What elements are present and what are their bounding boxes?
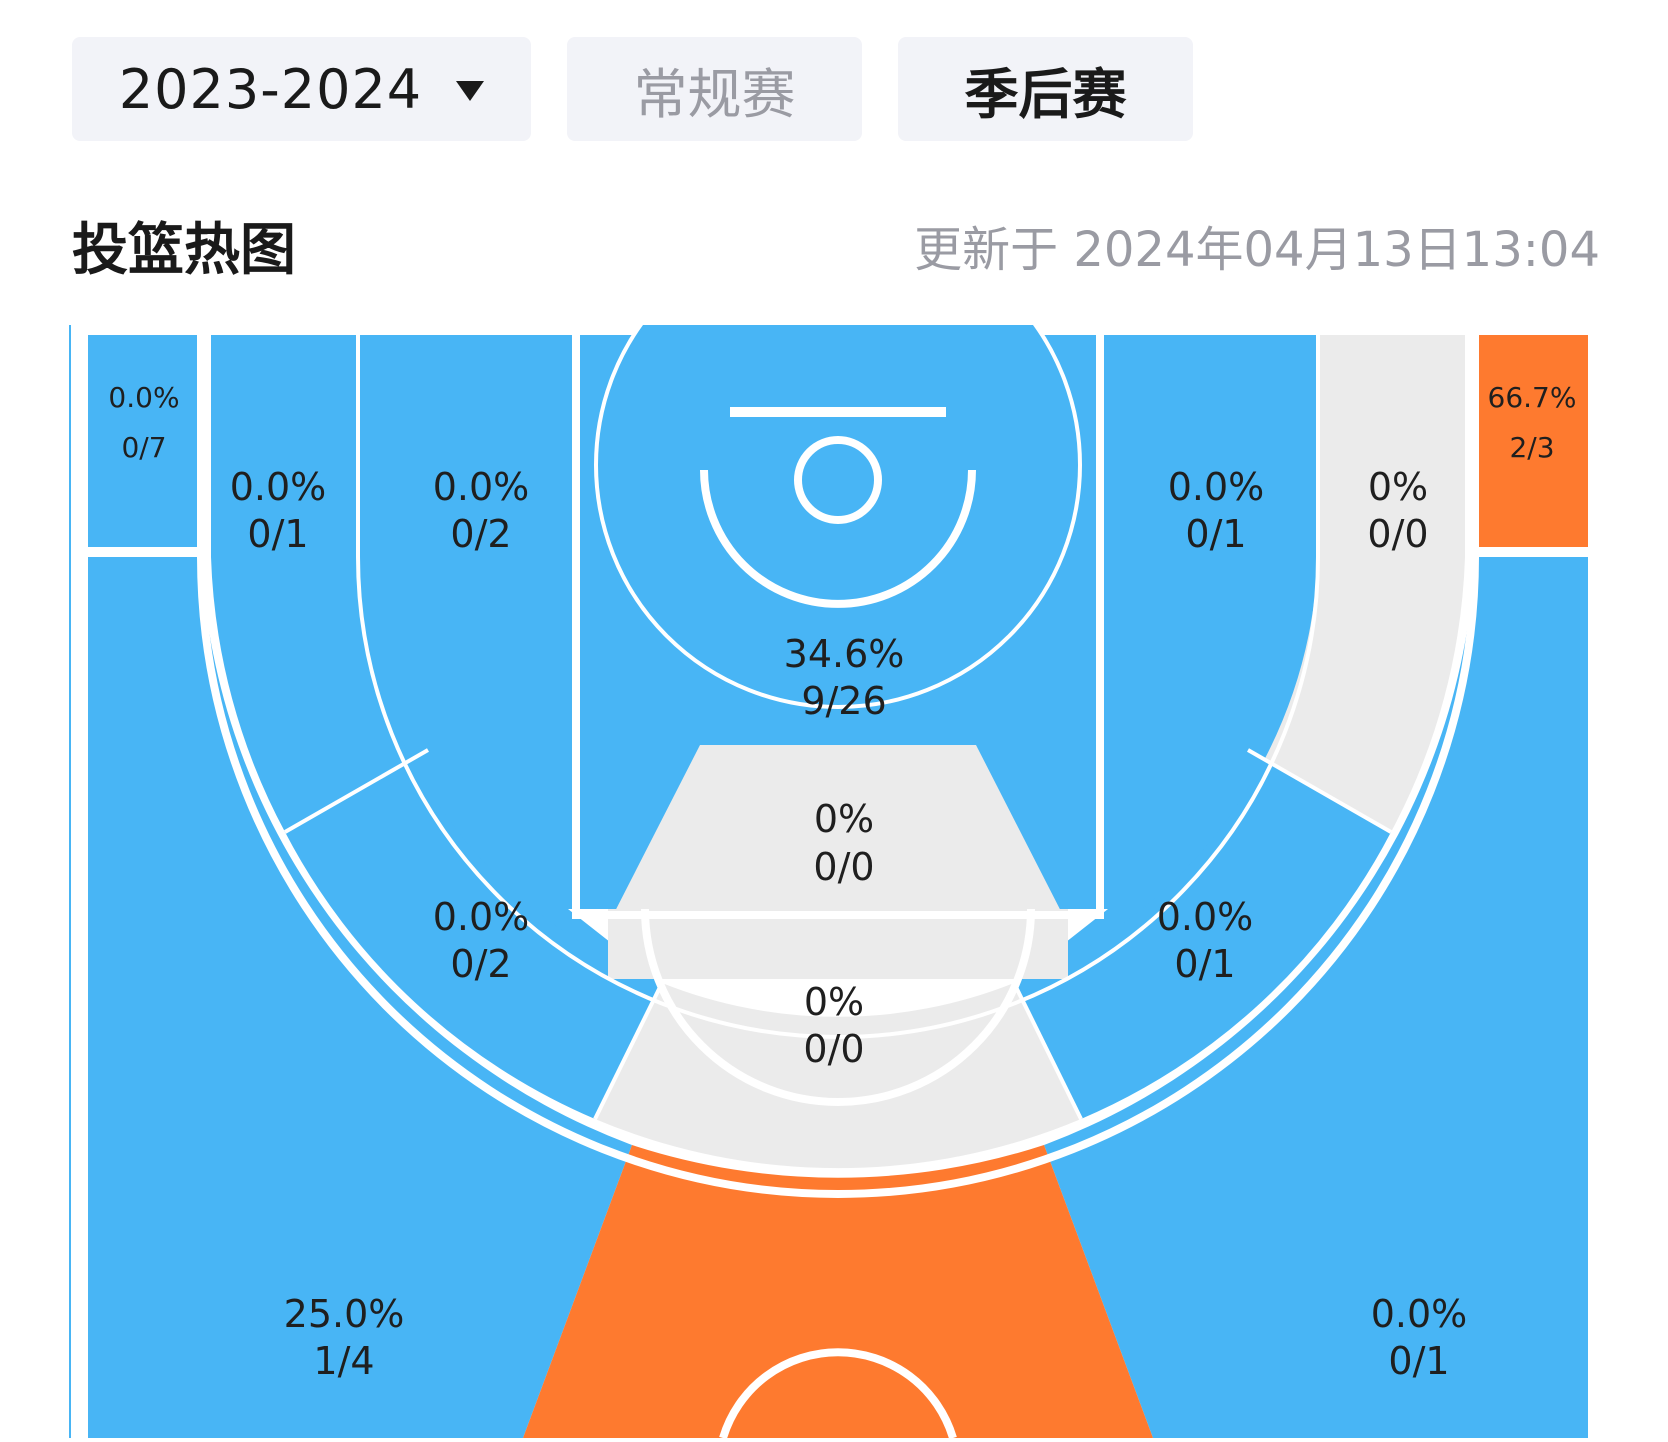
svg-text:0/1: 0/1 [1174, 942, 1235, 986]
filter-bar: 2023-2024 常规赛 季后赛 [0, 0, 1668, 160]
svg-text:0/7: 0/7 [121, 431, 166, 464]
zone-left-wing-mid[interactable] [285, 750, 662, 1119]
svg-text:0.0%: 0.0% [1371, 1292, 1468, 1336]
rim [794, 436, 882, 524]
court-svg: 0.0% 0/7 66.7% 2/3 0.0% 0/1 0.0% 0/2 34.… [69, 325, 1588, 1438]
svg-text:34.6%: 34.6% [784, 632, 905, 676]
zone-paint-non-ra[interactable] [608, 745, 1068, 925]
season-select[interactable]: 2023-2024 [72, 37, 531, 141]
svg-text:66.7%: 66.7% [1488, 381, 1577, 414]
svg-text:0/2: 0/2 [450, 512, 511, 556]
tab-regular-season-label: 常规赛 [633, 62, 796, 126]
svg-text:0.0%: 0.0% [1168, 465, 1265, 509]
svg-text:0.0%: 0.0% [1157, 895, 1254, 939]
svg-text:0.0%: 0.0% [108, 381, 179, 414]
label-right-wing-mid: 0.0% 0/1 [1157, 895, 1254, 986]
tab-regular-season[interactable]: 常规赛 [567, 37, 862, 141]
label-left-short-mid: 0.0% 0/2 [433, 465, 530, 556]
zone-right-short-mid[interactable] [1014, 335, 1318, 983]
svg-text:0/0: 0/0 [803, 1027, 864, 1071]
zone-top-key-mid[interactable] [595, 983, 1081, 1169]
update-timestamp: 更新于 2024年04月13日13:04 [914, 222, 1600, 278]
svg-text:0%: 0% [814, 797, 874, 841]
svg-text:0.0%: 0.0% [433, 895, 530, 939]
svg-text:0/2: 0/2 [450, 942, 511, 986]
zone-left-wing-three[interactable] [88, 557, 632, 1438]
svg-text:1/4: 1/4 [313, 1339, 374, 1383]
zone-left-baseline-long2[interactable] [211, 335, 428, 832]
svg-text:9/26: 9/26 [801, 679, 886, 723]
label-left-wing-mid: 0.0% 0/2 [433, 895, 530, 986]
restricted-arc [700, 469, 976, 608]
label-right-wing-three: 0.0% 0/1 [1371, 1292, 1468, 1383]
svg-text:0/0: 0/0 [813, 845, 874, 889]
season-select-value: 2023-2024 [118, 57, 423, 121]
svg-text:0%: 0% [804, 980, 864, 1024]
zone-restricted-area[interactable] [596, 325, 1080, 707]
label-left-corner-three: 0.0% 0/7 [108, 381, 179, 464]
zone-top-three[interactable] [523, 1145, 1153, 1438]
svg-text:2/3: 2/3 [1509, 431, 1554, 464]
label-paint-non-ra: 0% 0/0 [813, 797, 874, 889]
label-left-wing-three: 25.0% 1/4 [284, 1292, 405, 1383]
svg-text:0.0%: 0.0% [433, 465, 530, 509]
svg-text:0/1: 0/1 [1388, 1339, 1449, 1383]
label-right-short-mid: 0.0% 0/1 [1168, 465, 1265, 556]
label-restricted-area: 34.6% 9/26 [784, 632, 905, 723]
section-title: 投篮热图 [72, 218, 296, 283]
svg-text:0.0%: 0.0% [230, 465, 327, 509]
label-top-key-mid: 0% 0/0 [803, 980, 864, 1071]
zone-left-corner-three[interactable] [88, 335, 201, 547]
tab-playoffs-label: 季后赛 [964, 62, 1127, 126]
svg-text:0/1: 0/1 [247, 512, 308, 556]
zone-left-short-mid[interactable] [358, 335, 662, 983]
caret-down-icon [456, 81, 485, 101]
svg-text:0/1: 0/1 [1185, 512, 1246, 556]
svg-text:0/0: 0/0 [1367, 512, 1428, 556]
label-right-baseline-long2: 0% 0/0 [1367, 465, 1428, 556]
svg-text:25.0%: 25.0% [284, 1292, 405, 1336]
label-left-baseline-long2: 0.0% 0/1 [230, 465, 327, 556]
zone-right-baseline-long2[interactable] [1248, 335, 1465, 832]
zone-right-corner-three[interactable] [1475, 335, 1588, 547]
label-right-corner-three: 66.7% 2/3 [1488, 381, 1577, 464]
svg-text:0%: 0% [1368, 465, 1428, 509]
shot-heatmap: 0.0% 0/7 66.7% 2/3 0.0% 0/1 0.0% 0/2 34.… [68, 325, 1608, 1442]
zone-right-wing-three[interactable] [1044, 557, 1588, 1438]
tab-playoffs[interactable]: 季后赛 [898, 37, 1193, 141]
zone-right-wing-mid[interactable] [1014, 750, 1391, 1119]
